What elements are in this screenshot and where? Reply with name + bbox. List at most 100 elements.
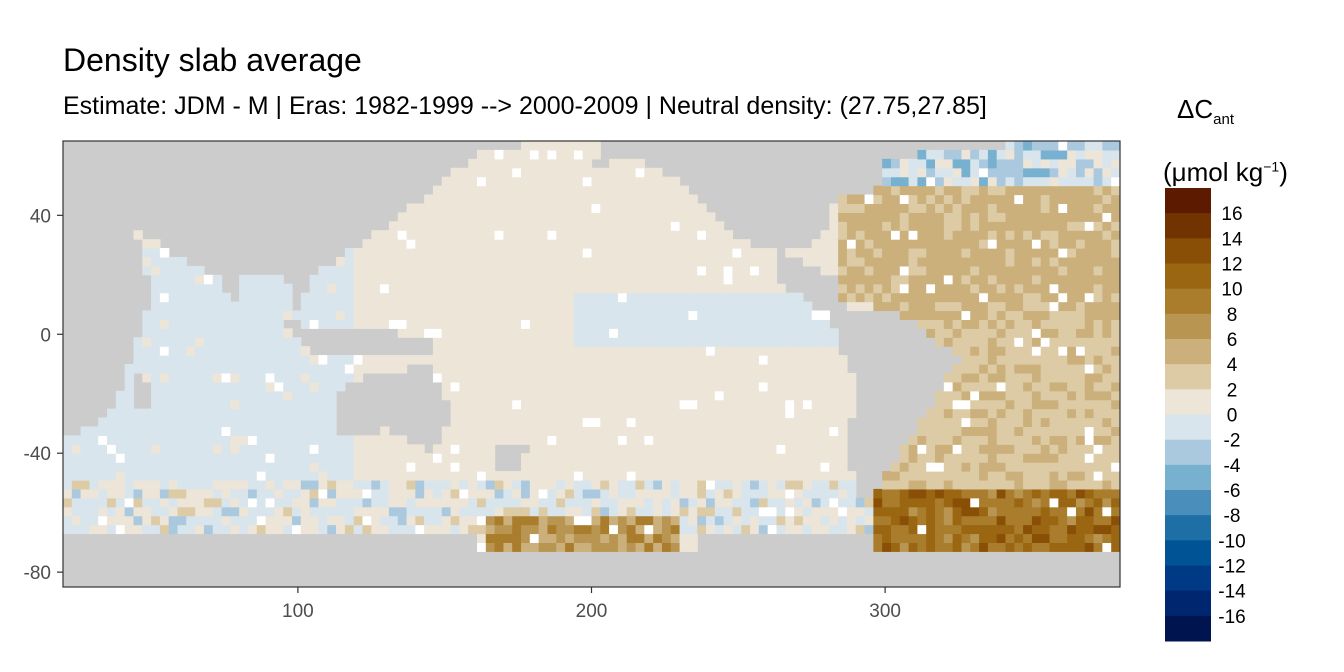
heatmap-cell	[864, 274, 874, 285]
heatmap-cell	[538, 355, 549, 365]
heatmap-cell	[529, 149, 540, 160]
heatmap-cell	[529, 462, 540, 472]
heatmap-cell	[186, 346, 196, 356]
heatmap-cell	[397, 265, 408, 276]
heatmap-cell	[327, 426, 337, 436]
heatmap-cell	[388, 292, 399, 303]
heatmap-cell	[961, 203, 971, 213]
heatmap-cell	[529, 167, 540, 178]
heatmap-cell	[644, 524, 654, 535]
heatmap-cell	[926, 328, 936, 338]
heatmap-cell	[679, 364, 689, 374]
heatmap-cell	[609, 158, 619, 169]
heatmap-cell	[811, 310, 822, 320]
heatmap-cell	[688, 497, 698, 508]
heatmap-cell	[292, 524, 302, 535]
heatmap-cell	[459, 265, 469, 276]
heatmap-cell	[512, 328, 522, 338]
heatmap-cell	[723, 239, 734, 249]
heatmap-cell	[653, 364, 663, 374]
heatmap-cell	[265, 319, 275, 329]
heatmap-cell	[494, 194, 505, 205]
heatmap-cell	[177, 390, 187, 401]
heatmap-cell	[794, 506, 804, 517]
heatmap-cell	[292, 497, 302, 508]
heatmap-cell	[838, 399, 848, 410]
heatmap-cell	[1075, 301, 1086, 312]
colorbar-label: -16	[1218, 607, 1245, 628]
heatmap-cell	[794, 453, 804, 463]
heatmap-cell	[1040, 435, 1051, 445]
heatmap-cell	[203, 426, 214, 436]
heatmap-cell	[406, 310, 416, 320]
heatmap-cell	[688, 256, 698, 267]
heatmap-cell	[758, 256, 769, 267]
heatmap-cell	[318, 372, 328, 383]
heatmap-cell	[494, 221, 505, 231]
heatmap-cell	[1031, 426, 1042, 436]
heatmap-cell	[521, 399, 531, 410]
heatmap-cell	[450, 417, 460, 428]
heatmap-cell	[609, 248, 619, 258]
heatmap-cell	[371, 274, 381, 285]
heatmap-cell	[617, 310, 628, 320]
heatmap-cell	[274, 399, 284, 410]
heatmap-cell	[996, 239, 1007, 249]
heatmap-cell	[820, 346, 830, 356]
heatmap-cell	[1102, 471, 1112, 481]
heatmap-cell	[1005, 274, 1015, 285]
heatmap-cell	[908, 239, 919, 249]
heatmap-cell	[336, 506, 346, 517]
heatmap-cell	[547, 301, 557, 312]
heatmap-cell	[741, 283, 751, 294]
heatmap-cell	[1111, 364, 1120, 374]
heatmap-cell	[882, 167, 892, 178]
heatmap-cell	[1102, 149, 1112, 160]
heatmap-cell	[1067, 337, 1077, 347]
heatmap-cell	[1023, 515, 1033, 526]
heatmap-cell	[1084, 212, 1095, 222]
heatmap-cell	[979, 355, 989, 365]
heatmap-cell	[670, 542, 681, 552]
heatmap-cell	[1075, 462, 1086, 472]
heatmap-cell	[1040, 417, 1051, 428]
heatmap-cell	[917, 524, 927, 535]
heatmap-cell	[133, 408, 143, 419]
heatmap-cell	[1067, 292, 1077, 303]
heatmap-cell	[151, 239, 161, 249]
heatmap-cell	[644, 319, 654, 329]
heatmap-cell	[424, 497, 434, 508]
heatmap-cell	[556, 408, 566, 419]
heatmap-cell	[1040, 479, 1051, 490]
heatmap-cell	[873, 542, 883, 552]
heatmap-cell	[556, 497, 566, 508]
heatmap-cell	[353, 372, 364, 383]
heatmap-cell	[388, 364, 399, 374]
heatmap-cell	[573, 310, 584, 320]
heatmap-cell	[670, 203, 681, 213]
heatmap-cell	[353, 462, 364, 472]
heatmap-cell	[450, 301, 460, 312]
heatmap-cell	[653, 506, 663, 517]
heatmap-cell	[265, 292, 275, 303]
heatmap-cell	[547, 221, 557, 231]
heatmap-cell	[186, 453, 196, 463]
heatmap-cell	[591, 346, 601, 356]
heatmap-cell	[512, 230, 522, 240]
heatmap-cell	[309, 301, 320, 312]
heatmap-cell	[723, 292, 734, 303]
heatmap-cell	[996, 328, 1007, 338]
heatmap-cell	[239, 408, 249, 419]
heatmap-cell	[582, 176, 593, 187]
heatmap-cell	[899, 176, 910, 187]
heatmap-cell	[256, 310, 267, 320]
heatmap-cell	[917, 283, 927, 294]
heatmap-cell	[327, 444, 337, 454]
heatmap-cell	[1031, 408, 1042, 419]
heatmap-cell	[855, 203, 866, 213]
heatmap-cell	[168, 488, 179, 499]
heatmap-cell	[855, 212, 866, 222]
heatmap-cell	[195, 497, 205, 508]
heatmap-cell	[565, 256, 575, 267]
heatmap-cell	[362, 488, 372, 499]
